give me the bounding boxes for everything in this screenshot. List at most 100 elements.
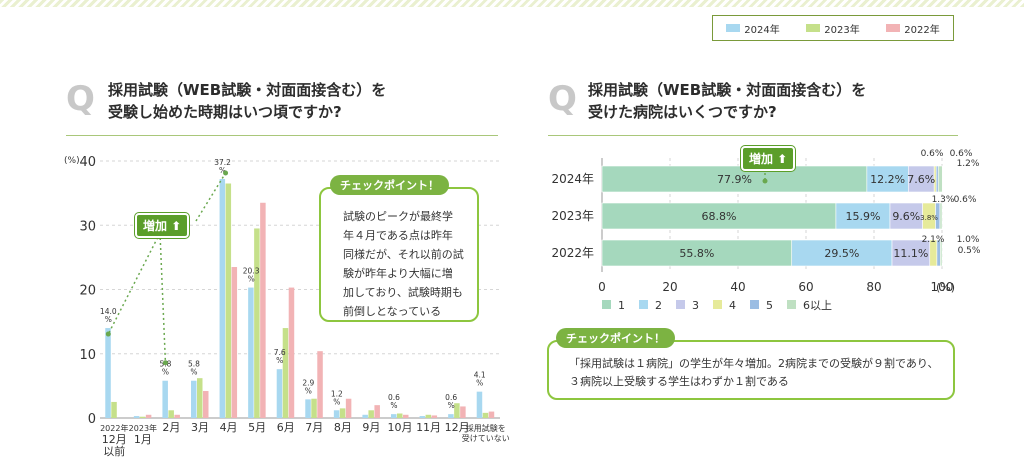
data-label: % bbox=[390, 401, 397, 410]
legend-label-3: 3 bbox=[692, 299, 699, 312]
y-axis-unit: (%) bbox=[64, 156, 80, 166]
bar-2022年-13 bbox=[488, 411, 495, 418]
row-label: 2024年 bbox=[551, 172, 594, 186]
x-tick-label: 40 bbox=[730, 280, 745, 294]
right-question-line1: 採用試験（WEB試験・対面面接含む）を bbox=[588, 81, 867, 99]
bar-2024年-1 bbox=[133, 416, 140, 418]
bar-2023年-6 bbox=[282, 328, 289, 418]
x-tick-label: 0 bbox=[598, 280, 606, 294]
x-tick-label: 採用試験を bbox=[466, 423, 506, 433]
x-tick-label: 100 bbox=[931, 280, 954, 294]
legend-swatch-5 bbox=[750, 300, 759, 309]
small-segment-label: 0.6% bbox=[950, 149, 973, 159]
data-label: 14.0 bbox=[100, 307, 117, 316]
data-label: 5.8 bbox=[188, 360, 200, 369]
x-tick-label: 80 bbox=[866, 280, 881, 294]
segment-label: 3.8% bbox=[920, 214, 938, 222]
data-label: % bbox=[219, 166, 226, 175]
increase-connector bbox=[107, 232, 161, 335]
bar-2024年-13 bbox=[476, 391, 483, 418]
right-increase-badge: 増加 ⬆ bbox=[741, 146, 796, 171]
legend-label-2024: 2024年 bbox=[744, 24, 780, 36]
legend-swatch-1 bbox=[602, 300, 611, 309]
row-label: 2023年 bbox=[551, 209, 594, 223]
legend-label-4: 4 bbox=[729, 299, 736, 312]
bar-2024年-7 bbox=[305, 399, 311, 418]
right-checkpoint-tag: チェックポイント！ bbox=[556, 328, 675, 348]
small-segment-label: 1.2% bbox=[957, 159, 980, 169]
segment-2-2024年 bbox=[866, 165, 909, 193]
right-checkpoint-line2: ３病院以上受験する学生はわずか１割である bbox=[569, 375, 789, 388]
y-tick-label: 30 bbox=[79, 219, 96, 234]
bar-2023年-10 bbox=[397, 413, 403, 418]
left-increase-label: 増加 bbox=[143, 219, 168, 233]
bar-2023年-9 bbox=[368, 410, 374, 418]
bar-2023年-7 bbox=[311, 398, 317, 418]
segment-3-2022年 bbox=[891, 239, 931, 267]
up-arrow-icon: ⬆ bbox=[777, 152, 788, 166]
x-tick-label: 60 bbox=[798, 280, 813, 294]
y-tick-label: 40 bbox=[79, 155, 96, 170]
bar-2024年-6 bbox=[276, 369, 283, 418]
connector-dot bbox=[162, 360, 168, 366]
data-label: % bbox=[276, 356, 283, 365]
left-checkpoint-line1: 試験のピークが最終学 bbox=[343, 210, 453, 223]
right-increase-label: 増加 bbox=[749, 152, 774, 166]
x-tick-label: 9月 bbox=[362, 421, 380, 434]
bar-2024年-11 bbox=[419, 416, 426, 418]
data-label: % bbox=[305, 386, 312, 395]
x-tick-label: 8月 bbox=[334, 421, 352, 434]
segment-2-2022年 bbox=[791, 239, 893, 267]
segment-6以上-2023年 bbox=[939, 202, 943, 230]
legend-item-2023: 2023年 bbox=[806, 21, 860, 36]
small-segment-label: 1.0% bbox=[957, 235, 980, 245]
small-segment-label: 0.6% bbox=[921, 149, 944, 159]
segment-1-2022年 bbox=[601, 239, 793, 267]
legend-item-2024: 2024年 bbox=[726, 21, 780, 36]
left-question-line2: 受験し始めた時期はいつ頃ですか? bbox=[108, 103, 342, 121]
right-title-rule bbox=[548, 135, 958, 136]
right-q-letter: Q bbox=[548, 79, 577, 119]
legend: 2024年 2023年 2022年 bbox=[712, 15, 954, 41]
legend-label-1: 1 bbox=[618, 299, 625, 312]
x-tick-label: 受けていない bbox=[462, 433, 510, 443]
data-label: % bbox=[105, 315, 112, 324]
x-tick-label: 2022年 bbox=[100, 423, 128, 433]
segment-2-2023年 bbox=[835, 202, 891, 230]
segment-6以上-2024年 bbox=[937, 165, 943, 193]
segment-label: 68.8% bbox=[701, 210, 736, 223]
legend-label-2: 2 bbox=[655, 299, 662, 312]
x-tick-label: 11月 bbox=[416, 421, 441, 434]
bar-2022年-8 bbox=[345, 398, 352, 418]
bar-2023年-8 bbox=[339, 408, 346, 418]
legend-swatch-4 bbox=[713, 300, 722, 309]
bar-2024年-5 bbox=[248, 287, 254, 418]
left-checkpoint-line5: 加しており、試験時期も bbox=[343, 286, 463, 299]
legend-swatch-2 bbox=[639, 300, 648, 309]
data-label: 7.6 bbox=[274, 348, 286, 357]
bar-2024年-3 bbox=[191, 380, 197, 418]
bar-2024年-2 bbox=[162, 380, 168, 418]
bar-2023年-13 bbox=[482, 412, 489, 418]
x-tick-label: 5月 bbox=[248, 421, 266, 434]
legend-swatch-2023 bbox=[806, 24, 821, 32]
bar-2022年-3 bbox=[203, 391, 209, 418]
data-label: % bbox=[190, 368, 197, 377]
segment-label: 11.1% bbox=[893, 247, 928, 260]
legend-swatch-2022 bbox=[886, 24, 901, 32]
x-tick-label: 3月 bbox=[191, 421, 209, 434]
bar-2022年-6 bbox=[288, 287, 295, 418]
bar-2022年-12 bbox=[460, 406, 466, 418]
legend-swatch-6以上 bbox=[787, 300, 796, 309]
bar-2024年-9 bbox=[362, 414, 368, 418]
connector-dot bbox=[762, 178, 768, 184]
x-tick-label: 1月 bbox=[134, 433, 152, 446]
x-tick-label: 10月 bbox=[388, 421, 413, 434]
x-tick-label: 4月 bbox=[220, 421, 238, 434]
bar-2023年-2 bbox=[168, 410, 174, 418]
up-arrow-icon: ⬆ bbox=[171, 219, 182, 233]
data-label: % bbox=[248, 275, 255, 284]
segment-3-2023年 bbox=[889, 202, 923, 230]
segment-label: 12.2% bbox=[870, 173, 905, 186]
legend-swatch-2024 bbox=[726, 24, 741, 32]
